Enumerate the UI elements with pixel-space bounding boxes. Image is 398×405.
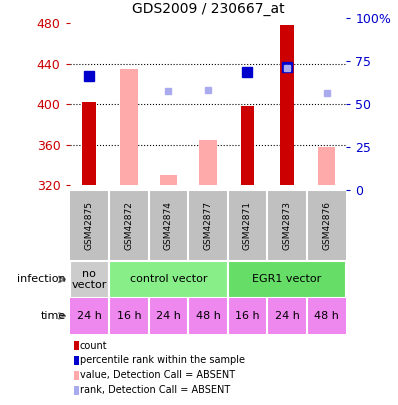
Text: GSM42877: GSM42877 [203, 201, 213, 250]
Text: 48 h: 48 h [195, 311, 220, 321]
Bar [228, 261, 346, 298]
Text: GSM42876: GSM42876 [322, 201, 331, 250]
Title: GDS2009 / 230667_at: GDS2009 / 230667_at [132, 2, 284, 16]
Text: GSM42871: GSM42871 [243, 201, 252, 250]
Bar [120, 69, 138, 185]
Bar [240, 107, 254, 185]
Text: count: count [80, 341, 107, 351]
Bar [70, 261, 109, 298]
Text: GSM42872: GSM42872 [125, 201, 133, 250]
Text: 24 h: 24 h [77, 311, 102, 321]
Text: infection: infection [17, 275, 66, 284]
Bar [160, 175, 178, 185]
Text: percentile rank within the sample: percentile rank within the sample [80, 356, 245, 365]
Text: EGR1 vector: EGR1 vector [252, 275, 322, 284]
Text: GSM42873: GSM42873 [283, 201, 291, 250]
Text: GSM42875: GSM42875 [85, 201, 94, 250]
Text: 24 h: 24 h [275, 311, 299, 321]
Text: 24 h: 24 h [156, 311, 181, 321]
Bar [109, 261, 228, 298]
Text: rank, Detection Call = ABSENT: rank, Detection Call = ABSENT [80, 385, 230, 395]
Bar [280, 26, 294, 185]
Text: 16 h: 16 h [235, 311, 260, 321]
Text: GSM42874: GSM42874 [164, 201, 173, 250]
Text: control vector: control vector [130, 275, 207, 284]
Bar [199, 140, 217, 185]
Bar [318, 147, 336, 185]
Text: 48 h: 48 h [314, 311, 339, 321]
Text: time: time [41, 311, 66, 321]
Text: value, Detection Call = ABSENT: value, Detection Call = ABSENT [80, 370, 235, 380]
Text: no
vector: no vector [72, 269, 107, 290]
Bar [82, 102, 96, 185]
Text: 16 h: 16 h [117, 311, 141, 321]
